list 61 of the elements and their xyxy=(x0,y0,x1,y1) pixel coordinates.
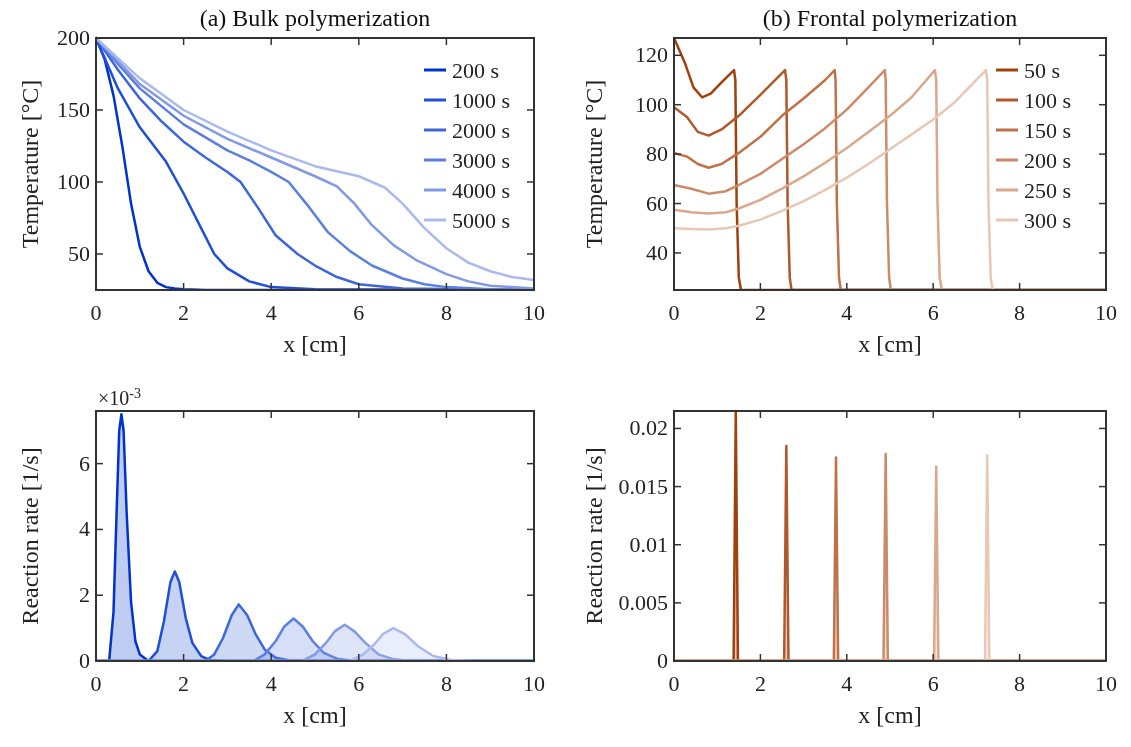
x-tick-label: 10 xyxy=(523,671,545,696)
x-tick-label: 6 xyxy=(353,671,365,696)
x-tick-label: 2 xyxy=(178,300,190,325)
y-tick-label: 0.005 xyxy=(618,589,668,615)
x-axis-title: x [cm] xyxy=(283,702,347,728)
x-tick-label: 4 xyxy=(841,300,853,325)
legend-label: 5000 s xyxy=(452,208,511,233)
legend-label: 250 s xyxy=(1024,178,1072,203)
y-tick-label: 6 xyxy=(79,450,90,476)
y-tick-label: 80 xyxy=(646,141,668,167)
y-axis-title: Temperature [°C] xyxy=(581,79,607,249)
x-tick-label: 4 xyxy=(841,671,853,696)
legend-label: 100 s xyxy=(1024,88,1072,113)
y-axis-title: Temperature [°C] xyxy=(17,79,43,249)
x-tick-label: 6 xyxy=(353,300,365,325)
y-tick-label: 2 xyxy=(79,582,90,608)
x-tick-label: 4 xyxy=(265,671,277,696)
x-tick-label: 2 xyxy=(754,300,766,325)
y-tick-label: 4 xyxy=(79,516,90,542)
legend-label: 2000 s xyxy=(452,118,511,143)
x-tick-label: 4 xyxy=(265,300,277,325)
y-tick-label: 150 xyxy=(57,97,90,122)
legend-label: 300 s xyxy=(1024,208,1072,233)
legend-label: 50 s xyxy=(1024,58,1061,83)
y-tick-label: 100 xyxy=(635,91,668,117)
y-tick-label: 120 xyxy=(635,42,668,68)
x-axis-title: x [cm] xyxy=(858,702,922,728)
x-tick-label: 8 xyxy=(440,671,452,696)
y-tick-label: 60 xyxy=(646,190,668,216)
x-tick-label: 8 xyxy=(440,300,452,325)
chart-title: (a) Bulk polymerization xyxy=(199,5,431,31)
y-tick-label: 0 xyxy=(79,648,90,673)
chart-title: (b) Frontal polymerization xyxy=(762,5,1018,31)
x-tick-label: 8 xyxy=(1014,671,1026,696)
legend-label: 4000 s xyxy=(452,178,511,203)
x-tick-label: 10 xyxy=(523,300,545,325)
x-tick-label: 6 xyxy=(927,300,939,325)
y-axis-title: Reaction rate [1/s] xyxy=(17,447,43,625)
y-tick-label: 0 xyxy=(657,648,668,673)
y-tick-label: 200 xyxy=(57,25,90,50)
x-tick-label: 2 xyxy=(178,671,190,696)
legend-label: 3000 s xyxy=(452,148,511,173)
x-tick-label: 8 xyxy=(1014,300,1026,325)
x-axis-title: x [cm] xyxy=(858,331,922,357)
y-tick-label: 100 xyxy=(57,169,90,194)
y-tick-label: 50 xyxy=(68,241,90,266)
y-tick-label: 0.02 xyxy=(629,415,668,441)
y-tick-label: 40 xyxy=(646,239,668,265)
legend-label: 1000 s xyxy=(452,88,511,113)
y-tick-label: 0.01 xyxy=(629,531,668,557)
legend-label: 200 s xyxy=(1024,148,1072,173)
x-tick-label: 2 xyxy=(754,671,766,696)
text: ×10$^{-3}$ xyxy=(98,385,141,409)
legend-label: 200 s xyxy=(452,58,500,83)
x-axis-title: x [cm] xyxy=(283,331,347,357)
legend-label: 150 s xyxy=(1024,118,1072,143)
x-tick-label: 10 xyxy=(1095,300,1117,325)
y-tick-label: 0.015 xyxy=(618,473,668,499)
x-tick-label: 10 xyxy=(1095,671,1117,696)
y-axis-title: Reaction rate [1/s] xyxy=(581,447,607,625)
x-tick-label: 6 xyxy=(927,671,939,696)
